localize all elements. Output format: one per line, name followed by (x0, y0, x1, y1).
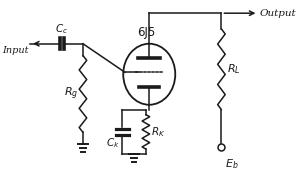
Text: $E_b$: $E_b$ (225, 157, 238, 171)
Text: Output: Output (260, 9, 297, 18)
Text: $R_g$: $R_g$ (64, 86, 78, 102)
Text: Input: Input (2, 46, 28, 55)
Text: $R_L$: $R_L$ (227, 62, 241, 76)
Text: $C_c$: $C_c$ (55, 23, 68, 36)
Text: $C_k$: $C_k$ (106, 136, 120, 150)
Text: 6J5: 6J5 (137, 26, 155, 39)
Text: $R_K$: $R_K$ (151, 125, 165, 139)
